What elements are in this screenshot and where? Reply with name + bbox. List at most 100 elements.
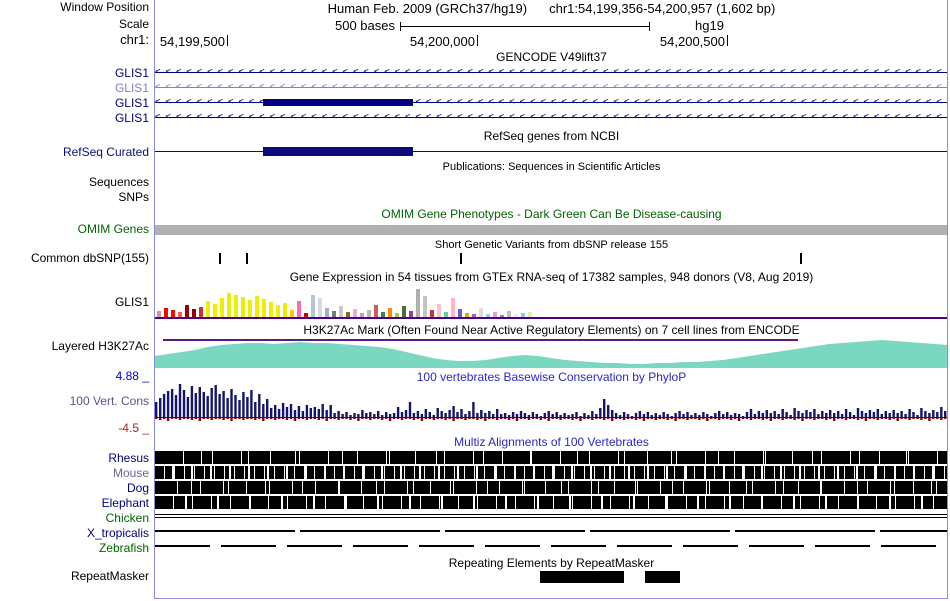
track-label-gencode-gene-4[interactable]: GLIS1 bbox=[114, 111, 149, 125]
track-label-common-dbsnp[interactable]: Common dbSNP(155) bbox=[30, 251, 149, 265]
track-label-layered-h3k27ac[interactable]: Layered H3K27Ac bbox=[51, 339, 149, 353]
multiz-alignment-band-chicken[interactable] bbox=[155, 514, 948, 518]
gtex-tissue-bar bbox=[276, 305, 280, 317]
assembly-title: Human Feb. 2009 (GRCh37/hg19) bbox=[327, 1, 528, 16]
track-label-column: Window Position Scale chr1: GLIS1 GLIS1 … bbox=[0, 0, 152, 601]
track-title-publications: Publications: Sequences in Scientific Ar… bbox=[442, 161, 661, 173]
gtex-tissue-bar bbox=[402, 306, 406, 317]
gene-transcript-row[interactable]: <<<<<<<<<<<<<<<<<<<<<<<<<<<<<<<<<<<<<<<<… bbox=[155, 81, 948, 94]
gtex-tissue-bar bbox=[164, 308, 168, 317]
multiz-alignment-band-x_tropicalis[interactable] bbox=[155, 530, 948, 532]
track-label-gencode-gene-3[interactable]: GLIS1 bbox=[114, 96, 149, 110]
strand-direction-arrows: <<<<<<<<<<<<<<<<<<<<<<<<<<<<<<<<<<<<<<<<… bbox=[155, 67, 948, 77]
h3k27ac-signal-area[interactable] bbox=[155, 338, 948, 368]
multiz-alignment-band-mouse[interactable] bbox=[155, 466, 948, 479]
track-title-omim: OMIM Gene Phenotypes - Dark Green Can Be… bbox=[381, 207, 722, 221]
dbsnp-variant-tick[interactable] bbox=[799, 253, 802, 264]
refseq-gene-row[interactable] bbox=[155, 145, 948, 158]
dbsnp-variant-tick[interactable] bbox=[460, 253, 463, 264]
gtex-tissue-bar bbox=[409, 311, 413, 317]
scale-value: 500 bases bbox=[335, 18, 395, 33]
track-label-species-mouse[interactable]: Mouse bbox=[112, 466, 149, 480]
track-display-area[interactable]: Human Feb. 2009 (GRCh37/hg19) chr1:54,199… bbox=[155, 0, 948, 601]
window-position-label: Window Position bbox=[60, 0, 149, 14]
gtex-tissue-bar bbox=[255, 296, 259, 317]
gtex-tissue-bar bbox=[437, 304, 441, 317]
h3k27ac-layer-line bbox=[163, 339, 798, 341]
gtex-tissue-bar bbox=[514, 314, 518, 317]
track-label-omim-genes[interactable]: OMIM Genes bbox=[77, 222, 149, 236]
gtex-tissue-bar bbox=[339, 306, 343, 317]
refseq-exon-box[interactable] bbox=[262, 147, 413, 156]
strand-direction-arrows: <<<<<<<<<<<<<<<<<<<<<<<<<<<<<<<<<<<<<<<<… bbox=[155, 112, 948, 122]
gtex-tissue-bar bbox=[269, 302, 273, 317]
gtex-tissue-bar bbox=[332, 311, 336, 317]
gtex-tissue-bar bbox=[388, 308, 392, 317]
track-label-sequences[interactable]: Sequences bbox=[88, 175, 149, 189]
track-label-gencode-gene-1[interactable]: GLIS1 bbox=[114, 66, 149, 80]
gene-transcript-row[interactable]: <<<<<<<<<<<<<<<<<<<<<<<<<<<<<<<<<<<<<<<<… bbox=[155, 66, 948, 79]
track-label-gencode-gene-2[interactable]: GLIS1 bbox=[114, 81, 149, 95]
multiz-alignment-band-rhesus[interactable] bbox=[155, 451, 948, 464]
track-label-species-dog[interactable]: Dog bbox=[126, 481, 149, 495]
gtex-tissue-bar bbox=[192, 309, 196, 317]
coordinate-tick bbox=[477, 35, 478, 46]
track-title-dbsnp: Short Genetic Variants from dbSNP releas… bbox=[434, 239, 669, 251]
gtex-tissue-bar bbox=[374, 305, 378, 317]
track-label-species-zebrafish[interactable]: Zebrafish bbox=[98, 541, 149, 555]
right-frame-line bbox=[947, 0, 948, 599]
track-title-gtex: Gene Expression in 54 tissues from GTEx … bbox=[289, 270, 814, 284]
gtex-tissue-bar bbox=[360, 313, 364, 317]
exon-box[interactable] bbox=[262, 99, 413, 106]
gtex-tissue-bar bbox=[458, 309, 462, 317]
bottom-frame-line bbox=[154, 598, 948, 599]
track-label-species-x-tropicalis[interactable]: X_tropicalis bbox=[86, 526, 149, 540]
gtex-tissue-bar bbox=[430, 310, 434, 317]
dbsnp-variant-tick[interactable] bbox=[219, 253, 222, 264]
omim-gene-bar[interactable] bbox=[155, 225, 948, 235]
gtex-tissue-bar bbox=[206, 301, 210, 317]
gtex-tissue-bar bbox=[444, 312, 448, 317]
track-label-repeatmasker[interactable]: RepeatMasker bbox=[70, 569, 149, 583]
repeat-element-box[interactable] bbox=[539, 571, 625, 583]
track-label-snps[interactable]: SNPs bbox=[118, 190, 149, 204]
gtex-tissue-bar bbox=[507, 311, 511, 317]
phylop-max-value: 4.88 _ bbox=[115, 369, 149, 383]
gtex-tissue-bar bbox=[290, 310, 294, 317]
gtex-tissue-bar bbox=[423, 296, 427, 317]
track-label-species-elephant[interactable]: Elephant bbox=[101, 496, 149, 510]
coordinate-tick-label: 54,199,500 bbox=[159, 34, 225, 49]
phylop-conservation-histogram[interactable] bbox=[155, 384, 948, 428]
gtex-tissue-bar bbox=[234, 295, 238, 317]
gene-transcript-row[interactable]: <<<<<<<<<<<<<<<<<<<<<<<<<<<<<<<<<<<<<<<<… bbox=[155, 111, 948, 124]
track-title-multiz: Multiz Alignments of 100 Vertebrates bbox=[454, 435, 649, 449]
gtex-expression-barchart[interactable] bbox=[157, 289, 532, 317]
track-label-species-chicken[interactable]: Chicken bbox=[105, 511, 149, 525]
strand-direction-arrows: <<<<<<<<<<<<<<<<<<<<<<<<<<<<<<<<<<<<<<<<… bbox=[155, 97, 948, 107]
coordinate-tick bbox=[727, 35, 728, 46]
gtex-tissue-bar bbox=[479, 308, 483, 317]
repeat-element-box[interactable] bbox=[645, 571, 680, 583]
multiz-alignment-band-elephant[interactable] bbox=[155, 496, 948, 509]
gtex-tissue-bar bbox=[157, 311, 161, 317]
gtex-tissue-bar bbox=[297, 301, 301, 317]
track-label-refseq-curated[interactable]: RefSeq Curated bbox=[62, 145, 149, 159]
gtex-tissue-bar bbox=[262, 299, 266, 317]
track-label-100-vert-cons[interactable]: 100 Vert. Cons bbox=[69, 394, 149, 408]
phylop-min-value: -4.5 _ bbox=[118, 421, 149, 435]
gtex-tissue-bar bbox=[353, 309, 357, 317]
window-position-header: Human Feb. 2009 (GRCh37/hg19) chr1:54,199… bbox=[155, 1, 948, 16]
gtex-tissue-bar bbox=[381, 312, 385, 317]
gene-transcript-row[interactable]: <<<<<<<<<<<<<<<<<<<<<<<<<<<<<<<<<<<<<<<<… bbox=[155, 96, 948, 109]
multiz-alignment-band-zebrafish[interactable] bbox=[155, 545, 948, 547]
dbsnp-variant-tick[interactable] bbox=[246, 253, 249, 264]
gtex-tissue-bar bbox=[213, 304, 217, 317]
multiz-alignment-band-dog[interactable] bbox=[155, 481, 948, 494]
coordinate-tick bbox=[227, 35, 228, 46]
gtex-tissue-bar bbox=[241, 297, 245, 317]
track-label-species-rhesus[interactable]: Rhesus bbox=[108, 451, 149, 465]
scale-ruler bbox=[400, 22, 650, 31]
gtex-tissue-bar bbox=[178, 312, 182, 317]
track-label-gtex-gene[interactable]: GLIS1 bbox=[114, 295, 149, 309]
